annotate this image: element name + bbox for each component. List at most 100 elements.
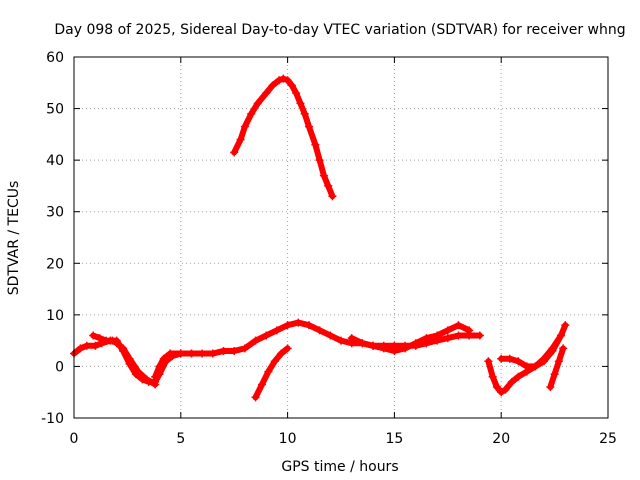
data-point bbox=[76, 344, 85, 353]
data-point bbox=[379, 344, 388, 353]
series-late-arc-c bbox=[546, 344, 568, 392]
series-high-arc bbox=[230, 74, 337, 201]
data-point bbox=[89, 331, 98, 340]
data-point bbox=[390, 346, 399, 355]
data-point bbox=[433, 331, 442, 340]
data-point bbox=[270, 357, 279, 366]
data-point bbox=[514, 372, 523, 381]
data-point bbox=[236, 135, 245, 144]
data-point bbox=[112, 339, 121, 348]
data-point bbox=[465, 326, 474, 335]
data-point bbox=[187, 349, 196, 358]
data-point bbox=[240, 122, 249, 131]
data-point bbox=[315, 156, 324, 165]
data-point bbox=[326, 331, 335, 340]
data-point bbox=[283, 344, 292, 353]
series-branch-a bbox=[89, 331, 160, 389]
data-point bbox=[95, 334, 104, 343]
data-point bbox=[279, 74, 288, 83]
data-point bbox=[119, 344, 128, 353]
data-point bbox=[401, 344, 410, 353]
data-point bbox=[411, 339, 420, 348]
data-point bbox=[82, 341, 91, 350]
data-point bbox=[219, 346, 228, 355]
data-point bbox=[134, 367, 143, 376]
data-point bbox=[557, 331, 566, 340]
data-point bbox=[501, 385, 510, 394]
data-point bbox=[251, 393, 260, 402]
data-point bbox=[91, 341, 100, 350]
x-tick-label: 5 bbox=[176, 431, 185, 447]
data-point bbox=[475, 331, 484, 340]
data-point bbox=[561, 321, 570, 330]
data-point bbox=[240, 344, 249, 353]
y-tick-label: 40 bbox=[46, 153, 64, 169]
series-line bbox=[231, 75, 336, 200]
data-point bbox=[296, 99, 305, 108]
data-point bbox=[198, 349, 207, 358]
x-tick-label: 20 bbox=[492, 431, 510, 447]
x-axis-title: GPS time / hours bbox=[281, 459, 398, 475]
series-late-arc-b bbox=[497, 331, 566, 371]
data-point bbox=[497, 388, 506, 397]
axis-ticks: 0 5 10 15 20 25 -10 0 10 20 30 40 50 60 bbox=[41, 50, 617, 447]
y-tick-label: 0 bbox=[55, 359, 64, 375]
data-point bbox=[230, 346, 239, 355]
y-tick-label: 10 bbox=[46, 308, 64, 324]
y-tick-label: 20 bbox=[46, 256, 64, 272]
data-point bbox=[358, 339, 367, 348]
series-main-track bbox=[70, 318, 484, 386]
data-point bbox=[277, 349, 286, 358]
data-point bbox=[125, 354, 134, 363]
data-point bbox=[548, 346, 557, 355]
data-point bbox=[522, 362, 531, 371]
data-point bbox=[337, 336, 345, 345]
series-line bbox=[252, 345, 291, 401]
data-point bbox=[264, 367, 273, 376]
y-tick-label: -10 bbox=[41, 411, 64, 427]
data-point bbox=[539, 357, 548, 366]
data-point bbox=[272, 326, 281, 335]
data-point bbox=[300, 109, 309, 118]
data-point bbox=[454, 331, 463, 340]
data-point bbox=[369, 341, 378, 350]
data-point bbox=[108, 336, 117, 345]
series-line bbox=[547, 345, 567, 391]
data-point bbox=[488, 372, 497, 381]
data-point bbox=[251, 336, 260, 345]
series-line bbox=[90, 332, 159, 388]
data-point bbox=[208, 349, 217, 358]
x-tick-label: 0 bbox=[70, 431, 79, 447]
data-point bbox=[268, 81, 277, 90]
data-point bbox=[292, 89, 301, 98]
data-point bbox=[315, 326, 324, 335]
data-point bbox=[550, 370, 559, 379]
x-tick-label: 15 bbox=[385, 431, 403, 447]
data-point bbox=[484, 357, 493, 366]
x-tick-label: 10 bbox=[279, 431, 297, 447]
data-point bbox=[176, 349, 185, 358]
data-point bbox=[230, 148, 239, 157]
data-point bbox=[159, 354, 168, 363]
data-point bbox=[166, 349, 175, 358]
plot-frame bbox=[73, 56, 609, 419]
data-point bbox=[247, 109, 256, 118]
series-branch-b bbox=[151, 349, 196, 381]
data-series bbox=[70, 74, 570, 402]
series-rising-arc bbox=[251, 344, 292, 402]
x-tick-label: 25 bbox=[599, 431, 617, 447]
data-point bbox=[151, 380, 160, 389]
data-point bbox=[257, 380, 266, 389]
y-tick-label: 60 bbox=[46, 50, 64, 66]
data-point bbox=[287, 81, 296, 90]
data-point bbox=[531, 362, 540, 371]
data-point bbox=[497, 354, 506, 363]
series-late-arc-a bbox=[484, 321, 570, 397]
series-branch-c bbox=[347, 321, 474, 355]
y-tick-label: 30 bbox=[46, 205, 64, 221]
data-point bbox=[324, 181, 333, 190]
data-point bbox=[142, 375, 151, 384]
data-point bbox=[454, 321, 463, 330]
